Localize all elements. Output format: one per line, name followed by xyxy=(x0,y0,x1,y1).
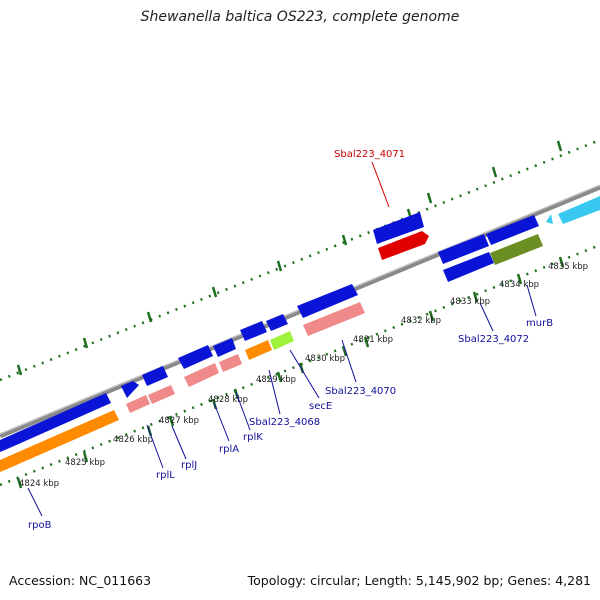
gene-label-murB: murB xyxy=(526,318,553,329)
scale-label: 4833 kbp xyxy=(450,297,490,307)
scale-label: 4832 kbp xyxy=(401,316,441,326)
scale-label: 4826 kbp xyxy=(113,435,153,445)
scale-labels: 4824 kbp 4825 kbp 4826 kbp 4827 kbp 4828… xyxy=(19,262,588,489)
gene-label-secE: secE xyxy=(309,401,332,412)
gene-secE-feature[interactable] xyxy=(266,314,288,331)
gene-sbal4071-feature[interactable] xyxy=(373,212,424,244)
gene-rplK-rna[interactable] xyxy=(219,354,242,372)
gene-rplJ-feature[interactable] xyxy=(142,366,168,386)
map-title: Shewanella baltica OS223, complete genom… xyxy=(140,9,460,25)
scale-label: 4824 kbp xyxy=(19,479,59,489)
gene-sbal4070-rna[interactable] xyxy=(303,302,365,336)
gene-sbal4072-feature[interactable] xyxy=(438,234,489,264)
gene-rplL-feature[interactable] xyxy=(121,381,139,398)
gene-sbal4068-cds[interactable] xyxy=(245,340,272,360)
gene-label-rplL: rplL xyxy=(156,470,175,481)
gene-rplA-rna[interactable] xyxy=(184,363,219,387)
gene-rplL-rna[interactable] xyxy=(126,395,150,413)
gene-label-rpoB: rpoB xyxy=(28,520,52,531)
gene-rpoB-feature[interactable] xyxy=(0,393,111,452)
scale-label: 4831 kbp xyxy=(353,335,393,345)
gene-murB-cds[interactable] xyxy=(490,234,543,265)
gene-label-rplJ: rplJ xyxy=(181,460,197,471)
scale-label: 4835 kbp xyxy=(548,262,588,272)
accession-label: Accession: NC_011663 xyxy=(9,573,152,588)
gene-label-sbal4070: Sbal223_4070 xyxy=(325,386,396,397)
gene-secE-cds[interactable] xyxy=(270,331,294,350)
genome-summary: Topology: circular; Length: 5,145,902 bp… xyxy=(247,573,591,588)
gene-rplK-feature[interactable] xyxy=(213,338,236,357)
feature-track xyxy=(0,196,600,472)
scale-label: 4834 kbp xyxy=(499,280,539,290)
scale-label: 4828 kbp xyxy=(208,395,248,405)
gene-label-rplK: rplK xyxy=(243,432,263,443)
gene-sbal4068-feature[interactable] xyxy=(240,321,267,341)
gene-sbal4072-cds[interactable] xyxy=(443,252,494,282)
gene-rplA-feature[interactable] xyxy=(178,345,213,369)
scale-label: 4825 kbp xyxy=(65,458,105,468)
scale-label: 4830 kbp xyxy=(305,354,345,364)
label-leaders xyxy=(27,161,537,517)
gene-label-sbal4071: Sbal223_4071 xyxy=(334,149,405,160)
scale-label: 4827 kbp xyxy=(159,416,199,426)
gene-sbal4071-highlight[interactable] xyxy=(378,231,429,260)
scale-label: 4829 kbp xyxy=(256,375,296,385)
gene-label-sbal4072: Sbal223_4072 xyxy=(458,334,529,345)
gene-cyan-small[interactable] xyxy=(546,214,553,224)
inner-major-ticks xyxy=(16,256,565,489)
gene-murB-feature[interactable] xyxy=(486,215,539,245)
gene-cyan-large[interactable] xyxy=(558,196,600,224)
gene-label-rplA: rplA xyxy=(219,444,239,455)
gene-label-sbal4068: Sbal223_4068 xyxy=(249,417,320,428)
gene-rpoB-cds[interactable] xyxy=(0,410,119,472)
gene-rplJ-rna[interactable] xyxy=(148,385,175,404)
gene-sbal4070-feature[interactable] xyxy=(297,284,358,318)
